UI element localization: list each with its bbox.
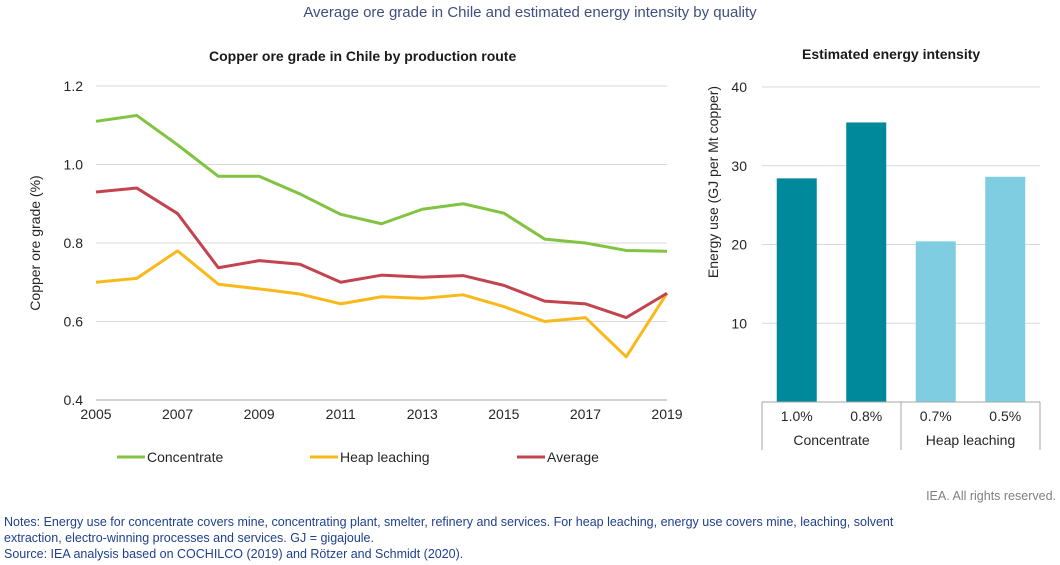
line-chart: 0.4 0.6 0.8 1.0 1.2 2005 2007 2009 2011 2013 2015 2… [27, 78, 683, 465]
y-tick-label: 20 [731, 237, 747, 253]
group-label: Concentrate [793, 432, 869, 448]
y-tick-label: 0.4 [64, 392, 84, 408]
x-tick-label: 2009 [244, 406, 275, 422]
notes-line-2: extraction, electro-winning processes an… [4, 531, 374, 545]
y-tick-label: 30 [731, 158, 747, 174]
notes-line-1: Notes: Energy use for concentrate covers… [4, 515, 894, 529]
x-tick-label: 2015 [488, 406, 519, 422]
legend-label: Heap leaching [340, 449, 430, 465]
category-label: 1.0% [781, 408, 813, 424]
series-line-average [95, 186, 668, 320]
x-tick-label: 2019 [651, 406, 682, 422]
x-tick-label: 2007 [162, 406, 193, 422]
y-tick-label: 1.0 [64, 157, 84, 173]
series-line-heap-leaching [95, 249, 669, 359]
x-tick-label: 2005 [80, 406, 111, 422]
figure-title: Average ore grade in Chile and estimated… [303, 4, 757, 21]
x-tick-label: 2011 [326, 406, 356, 422]
line-chart-title: Copper ore grade in Chile by production … [209, 48, 517, 64]
x-tick-label: 2017 [570, 406, 601, 422]
series-line-concentrate [95, 113, 668, 253]
category-label: 0.7% [920, 408, 952, 424]
bar-1.0% [776, 178, 817, 402]
bar-chart: 10 20 30 40 Energy use (GJ per Mt copper) 1.0… [705, 79, 1041, 450]
legend-label: Concentrate [147, 449, 223, 465]
group-label: Heap leaching [926, 432, 1016, 448]
y-tick-label: 0.6 [64, 314, 84, 330]
category-label: 0.8% [850, 408, 882, 424]
notes-block: Notes: Energy use for concentrate covers… [4, 514, 1054, 562]
y-tick-label: 40 [731, 79, 747, 95]
y-axis-label: Copper ore grade (%) [27, 175, 43, 310]
rights-notice: IEA. All rights reserved. [926, 489, 1056, 503]
y-axis-label: Energy use (GJ per Mt copper) [705, 86, 721, 278]
x-tick-label: 2013 [407, 406, 438, 422]
source-line: Source: IEA analysis based on COCHILCO (… [4, 547, 464, 561]
y-tick-label: 0.8 [64, 235, 84, 251]
bar-0.7% [915, 241, 956, 402]
bar-chart-title: Estimated energy intensity [802, 46, 981, 62]
bar-0.5% [985, 176, 1026, 402]
y-tick-label: 10 [731, 315, 747, 331]
legend-label: Average [547, 449, 599, 465]
category-label: 0.5% [989, 408, 1021, 424]
y-tick-label: 1.2 [64, 78, 84, 94]
bar-0.8% [846, 122, 887, 402]
